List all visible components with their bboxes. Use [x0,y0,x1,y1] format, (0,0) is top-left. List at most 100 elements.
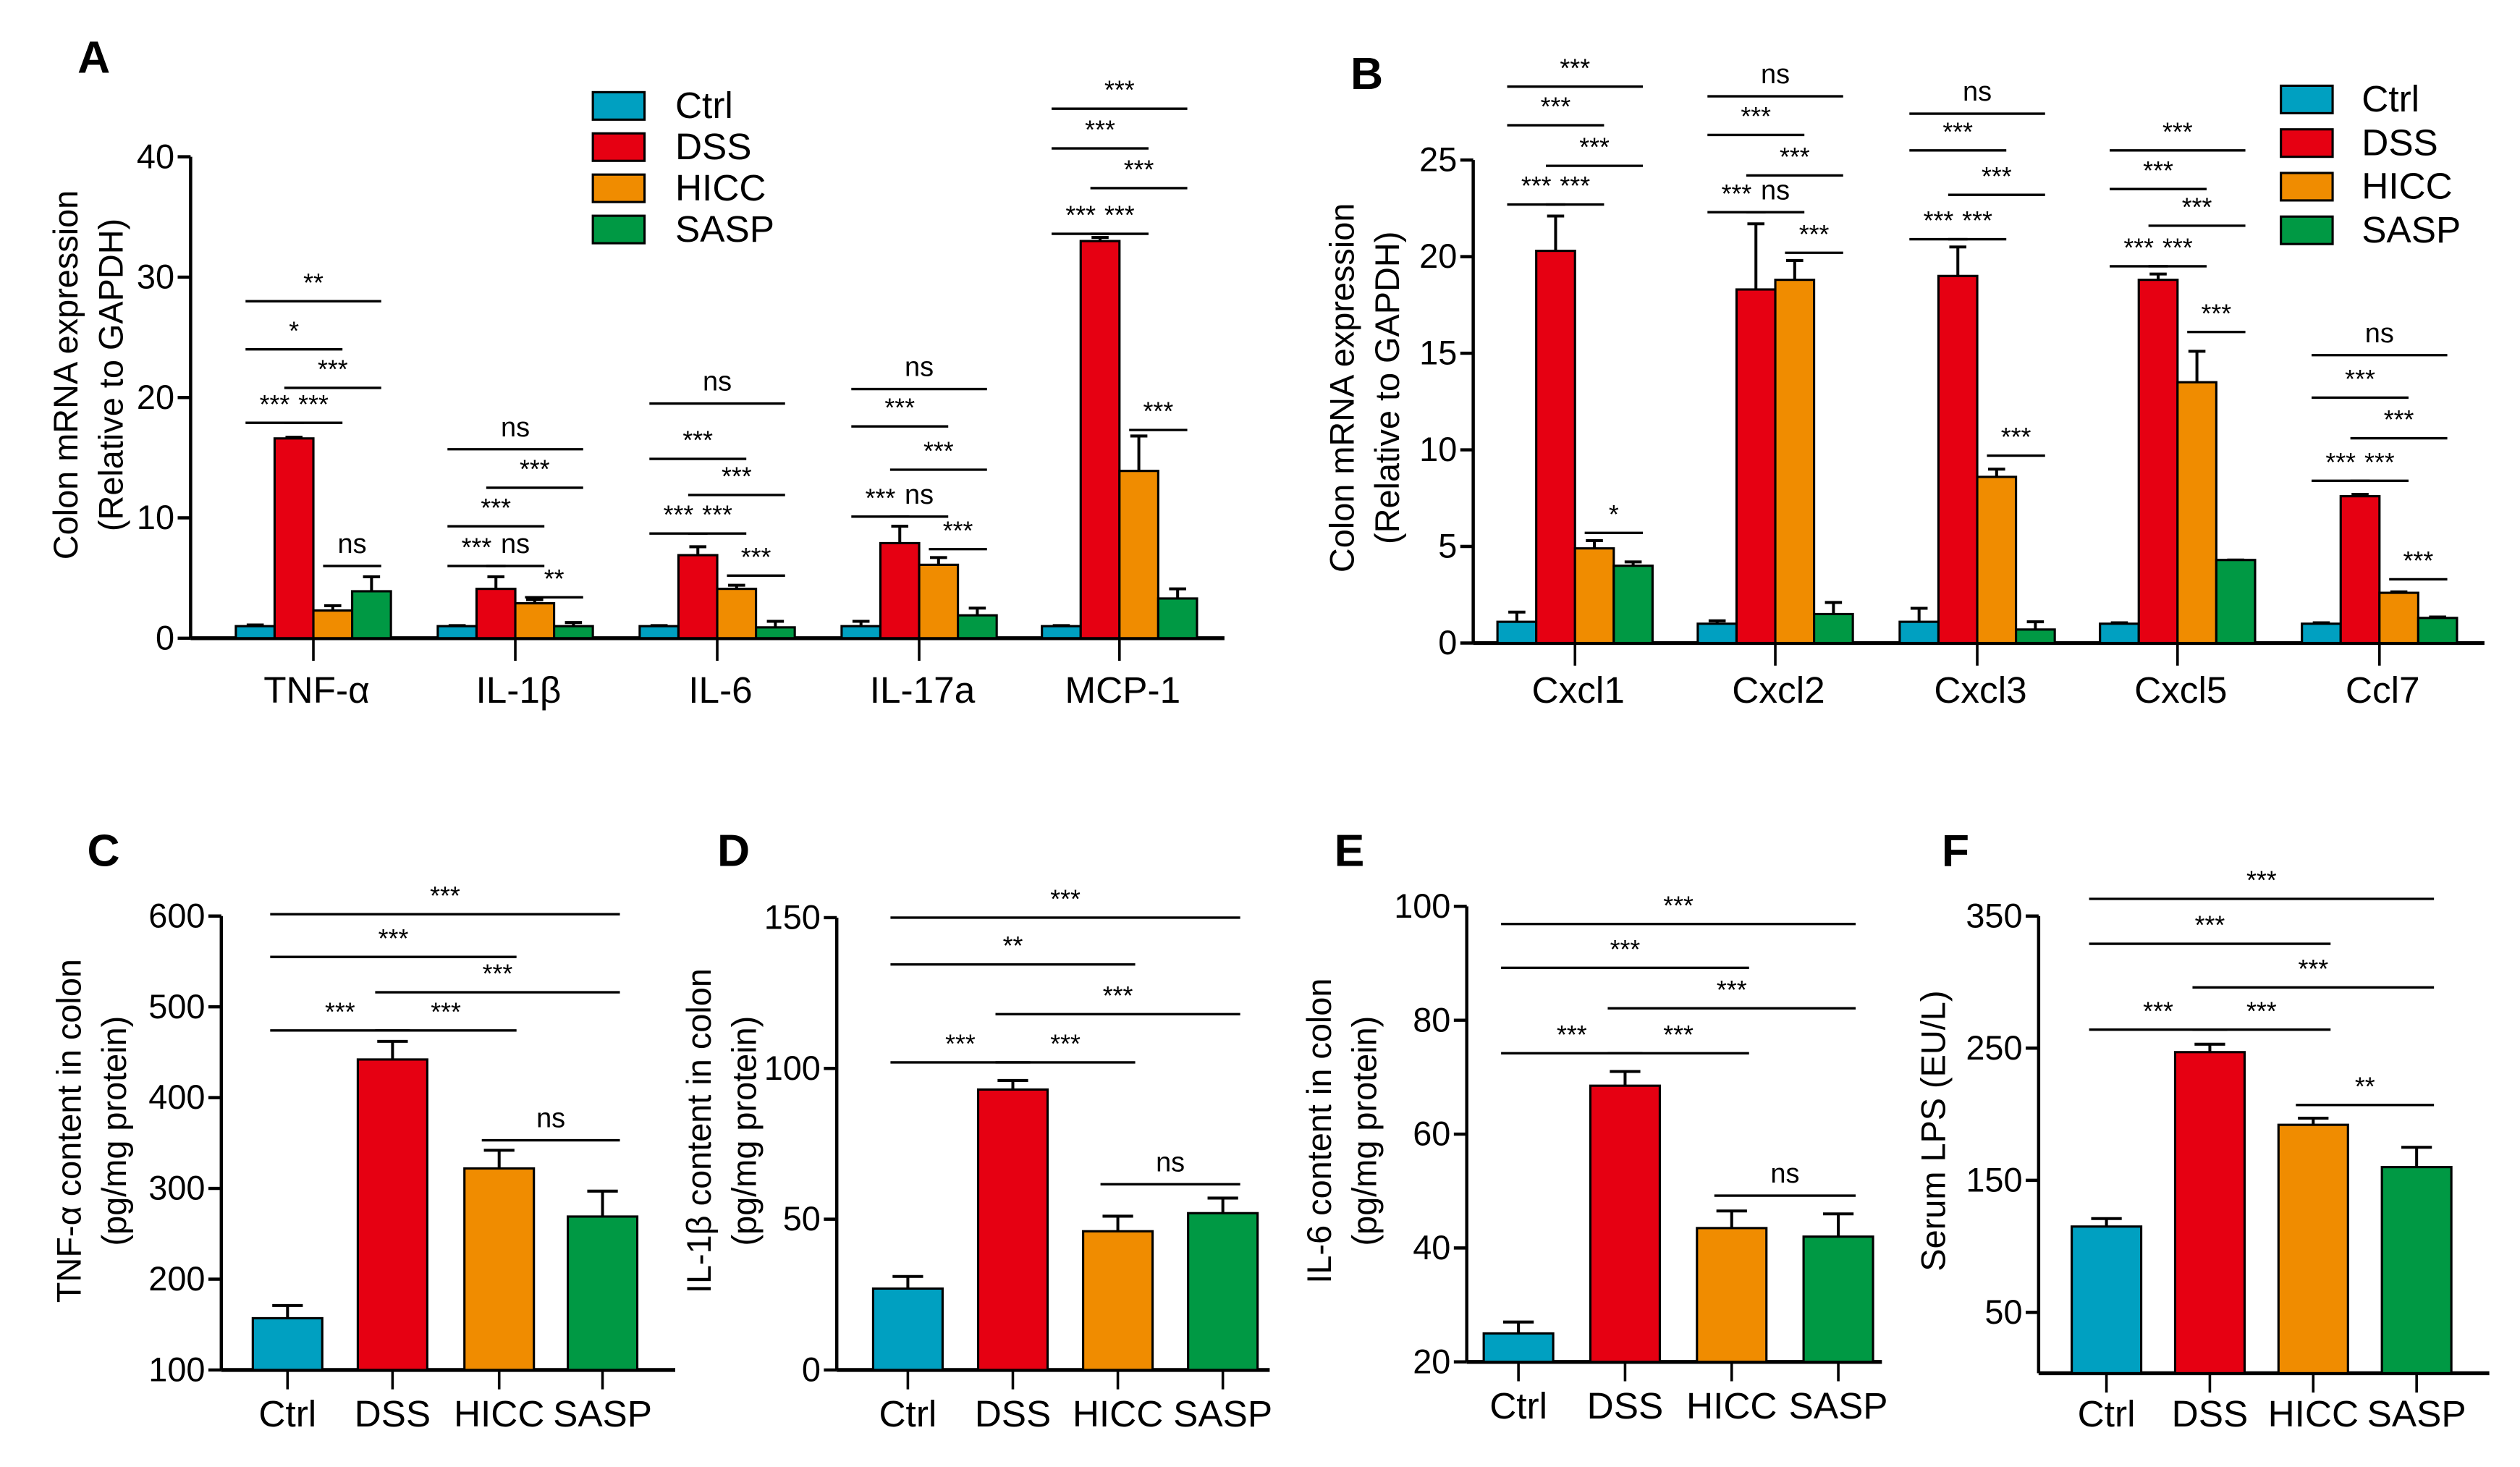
significance-label: *** [943,516,973,545]
significance-label: *** [2246,997,2277,1026]
y-axis-label: (Relative to GAPDH) [93,219,130,531]
y-tick-label: 25 [1419,141,1457,179]
y-tick-label: 300 [148,1170,205,1207]
significance-label: ns [338,529,367,559]
x-tick-label: Ctrl [258,1393,316,1434]
significance-label: ns [1963,77,1992,107]
significance-label: *** [2123,234,2154,263]
bar [2137,279,2179,645]
bar [436,625,478,640]
significance-label: *** [2182,193,2212,221]
y-tick-label: 40 [1413,1229,1450,1267]
bar [463,1167,536,1371]
bar [918,563,960,640]
significance-label: *** [1085,116,1115,145]
significance-label: ** [1003,931,1023,960]
bar [879,541,921,640]
significance-label: ns [501,529,530,559]
bar [2173,1051,2246,1374]
legend-swatch [591,214,646,245]
y-axis-label: Colon mRNA expression [47,190,85,559]
bar [514,602,556,640]
significance-label: *** [682,426,713,455]
x-tick-label: Ctrl [879,1393,936,1434]
y-tick-label: 150 [1966,1161,2022,1198]
panel-label: E [1335,826,1365,876]
x-tick-label: SASP [1173,1393,1272,1434]
bar [1118,470,1159,640]
bar [2339,495,2381,645]
panel-A: A Colon mRNA expression (Relative to GAPDH… [47,33,1225,711]
significance-label: ** [544,565,565,593]
significance-label: ns [703,367,732,397]
y-axis-label: IL-6 content in colon [1301,978,1338,1284]
significance-label: *** [431,997,461,1026]
legend-swatch [2280,128,2334,158]
significance-label: *** [260,390,290,419]
y-axis-label: TNF-α content in colon [51,959,88,1303]
bar [1696,1227,1768,1364]
significance-label: *** [1663,891,1694,920]
bar [356,1058,428,1371]
bar [677,554,719,640]
panel-E: E IL-6 content in colon (pg/mg protein) 20 4… [1301,826,1887,1426]
legend-label: Ctrl [675,85,733,126]
bar [957,614,998,640]
bar [1813,612,1854,645]
y-tick-label: 20 [1413,1343,1450,1380]
bar [567,1215,639,1371]
significance-label: *** [1610,935,1641,964]
significance-label: ns [1761,59,1790,90]
bar [251,1316,324,1371]
y-tick-label: 500 [148,988,205,1026]
bar [976,1088,1049,1371]
x-tick-label: TNF-α [263,669,370,711]
y-tick-label: 50 [783,1200,821,1238]
significance-label: *** [2162,234,2193,263]
significance-label: *** [1103,981,1133,1010]
x-tick-label: Ctrl [1489,1385,1547,1426]
bar [2215,559,2257,645]
bar [2176,381,2217,645]
significance-label: *** [520,455,550,484]
legend-label: SASP [675,208,774,250]
significance-label: *** [1780,143,1810,172]
bar [2417,617,2458,645]
significance-label: *** [2195,911,2225,940]
bar [1612,565,1654,645]
significance-label: *** [318,355,348,384]
x-tick-label: DSS [2172,1393,2249,1434]
x-tick-label: Cxcl5 [2134,669,2227,711]
panel-B: B Colon mRNA expression (Relative to GAPDH… [1323,48,2485,711]
panel-F: F Serum LPS (EU/L) 50 150 250 350 Ctrl DSS HICC S… [1914,826,2490,1434]
panel-label: A [77,33,110,83]
y-tick-label: 150 [764,899,821,937]
significance-label: *** [945,1030,976,1059]
y-axis-label: IL-1β content in colon [680,968,718,1293]
bar [1535,250,1576,645]
y-tick-label: 10 [137,499,174,536]
significance-label: *** [2162,117,2193,146]
significance-label: *** [2298,955,2328,984]
bar [1976,475,2018,645]
significance-label: *** [1560,54,1590,83]
x-tick-label: Cxcl1 [1532,669,1625,711]
y-tick-label: 100 [148,1351,205,1389]
bar [553,625,594,640]
y-tick-label: 0 [802,1351,821,1389]
x-tick-label: SASP [2367,1393,2466,1434]
significance-label: ns [536,1104,565,1134]
significance-label: *** [1050,1030,1081,1059]
x-tick-label: Ccl7 [2346,669,2420,711]
significance-label: *** [1124,156,1154,185]
legend-swatch [2280,215,2334,245]
significance-label: *** [866,483,896,512]
significance-label: *** [2143,156,2173,185]
legend-label: SASP [2362,209,2461,250]
x-tick-label: Cxcl3 [1934,669,2026,711]
bar [1496,620,1538,645]
bar [1774,279,1816,645]
y-tick-label: 400 [148,1078,205,1116]
x-tick-label: HICC [1686,1385,1777,1426]
